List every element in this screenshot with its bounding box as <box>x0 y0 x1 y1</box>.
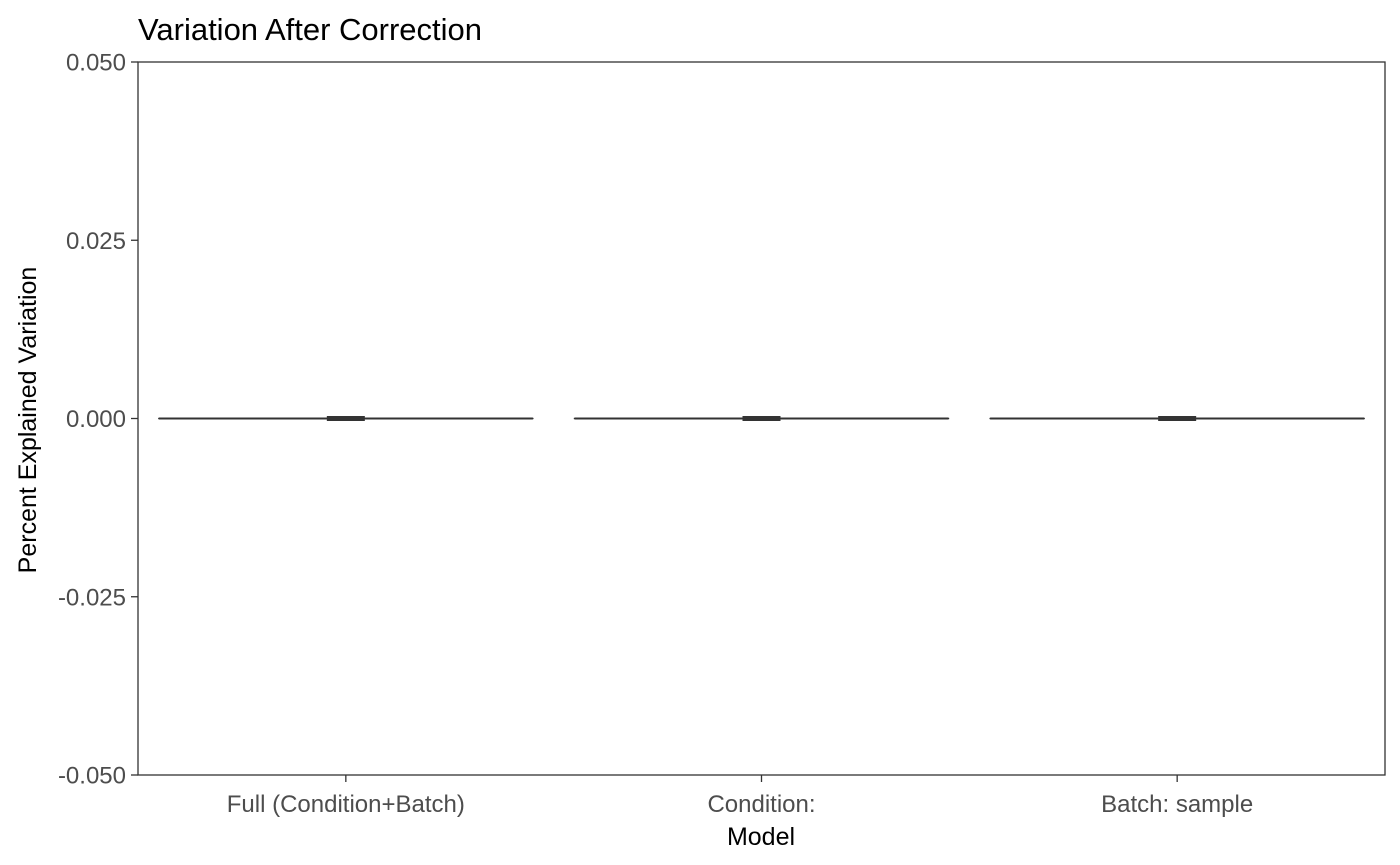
y-tick-label: -0.025 <box>58 584 126 611</box>
y-tick-label: 0.000 <box>66 406 126 433</box>
chart-title: Variation After Correction <box>138 12 482 47</box>
box-median-marker <box>742 416 781 421</box>
box-2 <box>573 416 950 421</box>
y-tick-label: 0.025 <box>66 228 126 255</box>
box-median-marker <box>1158 416 1197 421</box>
box-series <box>158 416 1365 421</box>
box-1 <box>158 416 534 421</box>
y-axis-label: Percent Explained Variation <box>14 267 42 574</box>
y-tick-label: 0.050 <box>66 50 126 77</box>
y-tick-label: -0.050 <box>58 763 126 790</box>
x-tick-label: Full (Condition+Batch) <box>227 791 465 818</box>
box-3 <box>989 416 1365 421</box>
box-median-marker <box>326 416 365 421</box>
x-tick-label: Batch: sample <box>1101 791 1253 818</box>
y-axis-ticks: -0.050 -0.025 0.000 0.025 0.050 <box>58 50 138 790</box>
x-axis-label: Model <box>727 823 795 851</box>
x-tick-label: Condition: <box>707 791 815 818</box>
x-axis-ticks: Full (Condition+Batch) Condition: Batch: s… <box>227 775 1253 818</box>
